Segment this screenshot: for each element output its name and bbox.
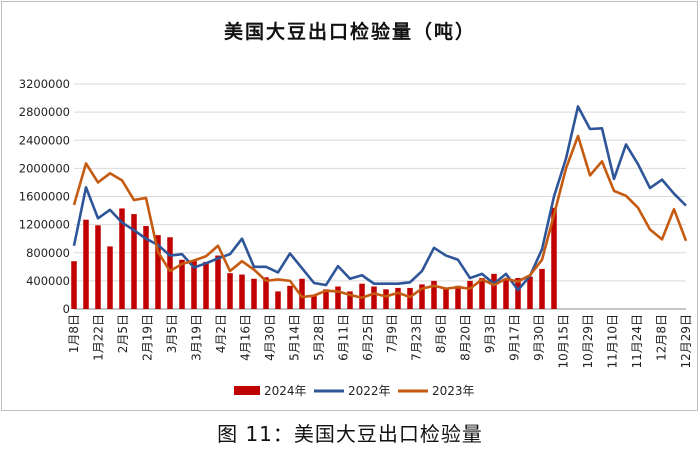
bar-2024 [383,289,389,309]
x-tick-label: 10月15日 [557,314,571,369]
bar-2024 [467,280,473,310]
bar-2024 [83,219,89,309]
x-tick-label: 5月14日 [287,314,301,361]
bar-2024 [335,286,341,309]
bar-2024 [359,283,365,309]
x-tick-label: 8月6日 [434,314,448,353]
bar-2024 [299,278,305,309]
y-tick-label: 2400000 [19,133,70,147]
line-2023 [72,134,688,300]
x-tick-label: 5月28日 [312,314,326,361]
x-tick-label: 3月19日 [189,314,203,361]
bar-2024 [239,274,245,309]
x-tick-label: 6月11日 [336,314,350,361]
bar-2024 [539,268,545,309]
chart-title: 美国大豆出口检验量（吨） [224,20,476,43]
grid-lines [74,83,686,310]
x-axis: 1月8日 1月22日 2月5日 2月19日 3月5日 3月19日 4月2日 4月16日 4月30… [67,314,693,369]
y-tick-label: 1200000 [19,218,70,232]
bar-2024 [71,261,77,309]
x-tick-label: 2月19日 [140,314,154,361]
bar-2024 [443,288,449,309]
lines [72,105,688,300]
x-tick-label: 1月22日 [92,314,106,361]
bar-2024 [155,235,161,309]
x-tick-label: 4月16日 [238,314,252,361]
bar-2024 [179,259,185,309]
bar-2024 [107,246,113,309]
bar-2024 [227,273,233,309]
bar-2024 [263,277,269,309]
bar-2024 [551,207,557,309]
bar-2024 [323,289,329,309]
bar-2024 [119,208,125,309]
bar-2024 [287,285,293,309]
y-tick-label: 1600000 [19,190,70,204]
bar-2024 [347,291,353,309]
x-tick-label: 7月9日 [385,314,399,353]
bar-2024 [191,260,197,309]
legend-label-2023: 2023年 [432,384,475,398]
bar-2024 [203,261,209,309]
x-tick-label: 6月25日 [361,314,375,361]
y-tick-label: 800000 [26,246,70,260]
x-tick-label: 9月17日 [508,314,522,361]
bar-2024 [527,276,533,309]
legend-swatch-2024 [234,386,260,395]
bar-2024 [311,294,317,309]
chart-frame: 美国大豆出口检验量（吨） 0 400000 800000 1200000 1600000… [1,1,698,411]
figure-caption: 图 11：美国大豆出口检验量 [217,422,483,446]
legend-label-2024: 2024年 [264,384,307,398]
y-tick-label: 2000000 [19,161,70,175]
bar-2024 [251,278,257,309]
legend-label-2022: 2022年 [348,384,391,398]
y-tick-label: 3200000 [19,77,70,91]
x-tick-label: 11月10日 [606,314,620,369]
x-tick-label: 12月8日 [655,314,669,361]
bar-2024 [95,225,101,309]
x-tick-label: 11月24日 [630,314,644,369]
x-tick-label: 1月8日 [67,314,81,353]
bar-2024 [419,284,425,309]
y-tick-label: 400000 [26,274,70,288]
x-tick-label: 3月5日 [165,314,179,353]
y-tick-label: 2800000 [19,105,70,119]
x-tick-label: 4月30日 [263,314,277,361]
bar-2024 [143,226,149,309]
legend: 2024年 2022年 2023年 [234,384,475,398]
y-tick-label: 0 [63,302,70,316]
x-tick-label: 8月20日 [459,314,473,361]
bar-2024 [275,291,281,309]
chart: 美国大豆出口检验量（吨） 0 400000 800000 1200000 1600000… [19,20,693,398]
bar-2024 [455,285,461,309]
bar-2024 [215,255,221,309]
bar-2024 [395,287,401,309]
bar-2024 [131,214,137,309]
bars-2024 [71,207,557,310]
line-2022 [72,105,687,292]
x-tick-label: 10月29日 [581,314,595,369]
bar-2024 [479,278,485,309]
x-tick-label: 4月2日 [214,314,228,353]
bar-2024 [407,287,413,309]
x-tick-label: 2月5日 [116,314,130,353]
y-axis: 0 400000 800000 1200000 1600000 2000000 240000… [19,77,70,316]
bar-2024 [515,278,521,309]
bar-2024 [431,280,437,310]
x-tick-label: 12月29日 [679,314,693,369]
bar-2024 [503,280,509,309]
bar-2024 [167,237,173,309]
x-tick-label: 9月30日 [532,314,546,361]
x-tick-label: 7月23日 [410,314,424,361]
x-tick-label: 9月3日 [483,314,497,353]
bar-2024 [371,286,377,309]
bar-2024 [491,273,497,309]
